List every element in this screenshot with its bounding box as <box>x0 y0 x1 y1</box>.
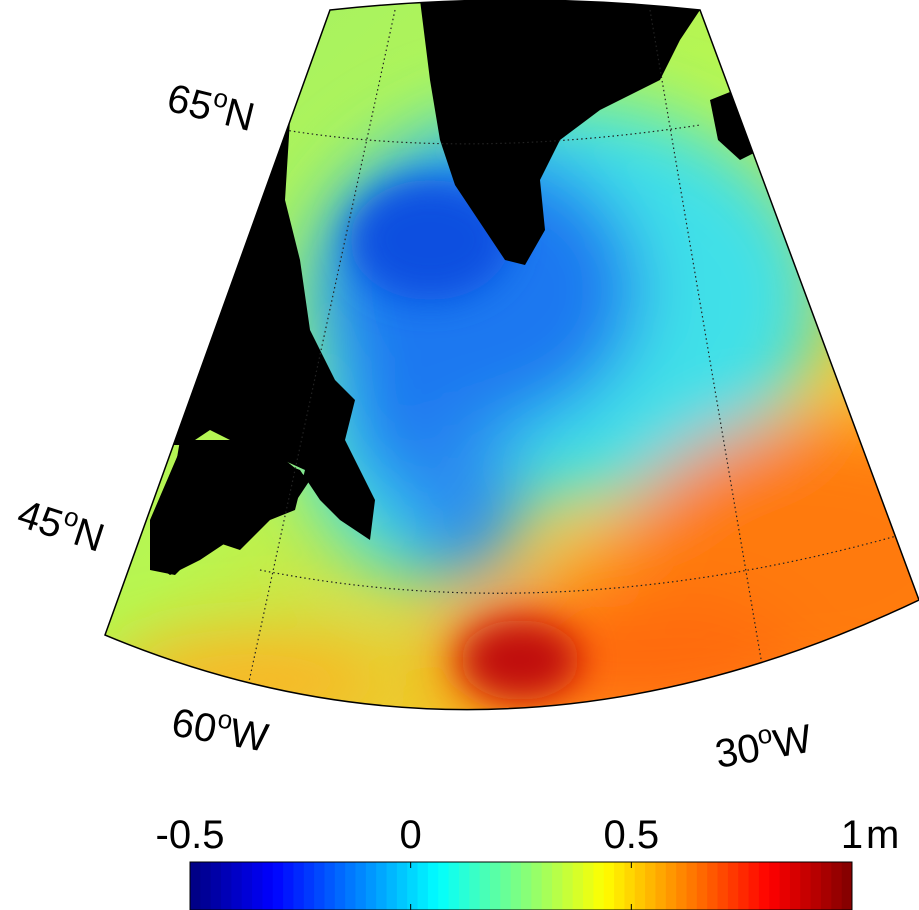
grid-label-number: 45 <box>12 492 68 548</box>
colorbar-unit: m <box>866 813 899 857</box>
colorbar-step <box>655 862 667 910</box>
colorbar-frame <box>189 861 853 910</box>
colorbar-step <box>210 862 222 910</box>
colorbar-step <box>448 862 460 910</box>
colorbar-step <box>376 862 388 910</box>
colorbar-step <box>665 862 677 910</box>
map-frame <box>104 0 919 711</box>
colorbar-step <box>386 862 398 910</box>
colorbar-step <box>438 862 450 910</box>
colorbar-tick-label: 1 <box>841 813 863 857</box>
colorbar-step <box>831 862 843 910</box>
colorbar-step <box>552 862 563 910</box>
colorbar-step <box>283 862 294 910</box>
colorbar-step <box>252 862 263 910</box>
colorbar-step <box>355 862 367 910</box>
colorbar-step <box>676 862 687 910</box>
colorbar-step <box>769 862 781 910</box>
grid-label: 65oN <box>163 71 260 140</box>
colorbar-step <box>521 862 532 910</box>
colorbar-step <box>314 862 325 910</box>
colorbar-step <box>572 862 584 910</box>
colorbar-step <box>200 862 212 910</box>
colorbar-step <box>489 862 501 910</box>
colorbar-step <box>789 862 801 910</box>
colorbar-step <box>500 862 512 910</box>
colorbar-step <box>614 862 625 910</box>
colorbar-step <box>583 862 594 910</box>
colorbar-step <box>272 862 284 910</box>
colorbar-step <box>407 862 419 910</box>
colorbar-step <box>748 862 760 910</box>
colorbar-step <box>334 862 346 910</box>
colorbar-step <box>624 862 636 910</box>
colorbar-step <box>396 862 408 910</box>
colorbar-step <box>221 862 232 910</box>
colorbar-step <box>645 862 656 910</box>
grid-label-direction: W <box>227 711 272 761</box>
colorbar-step <box>303 862 315 910</box>
colorbar-step <box>727 862 739 910</box>
colorbar-step <box>738 862 750 910</box>
grid-label-direction: W <box>770 717 815 767</box>
colorbar-step <box>510 862 522 910</box>
sea-level-field <box>105 0 919 710</box>
colorbar-step <box>324 862 336 910</box>
colorbar-step <box>562 862 574 910</box>
colorbar-step <box>696 862 708 910</box>
colorbar-tick-label: 0.5 <box>604 813 660 857</box>
colorbar-step <box>469 862 481 910</box>
colorbar-step <box>603 862 615 910</box>
colorbar-step <box>820 862 832 910</box>
colorbar-step <box>262 862 274 910</box>
colorbar: -0.5 0 0.5 1 m <box>156 813 899 910</box>
colorbar-step <box>634 862 646 910</box>
colorbar-step <box>758 862 770 910</box>
colorbar-step <box>531 862 543 910</box>
grid-label: 45oN <box>12 487 111 561</box>
colorbar-tick-label: -0.5 <box>156 813 225 857</box>
colorbar-step <box>241 862 253 910</box>
grid-label: 30oW <box>711 712 815 777</box>
grid-label: 60oW <box>168 696 272 761</box>
colorbar-step <box>707 862 719 910</box>
grid-label-degree: o <box>216 703 235 735</box>
colorbar-step <box>541 862 553 910</box>
colorbar-step <box>593 862 605 910</box>
grid-label-degree: o <box>755 718 774 750</box>
colorbar-step <box>190 862 201 910</box>
colorbar-step <box>458 862 470 910</box>
colorbar-step <box>293 862 305 910</box>
colorbar-step <box>231 862 243 910</box>
colorbar-step <box>686 862 698 910</box>
colorbar-step <box>717 862 729 910</box>
colorbar-step <box>810 862 822 910</box>
grid-label-number: 30 <box>712 726 763 777</box>
colorbar-step <box>345 862 356 910</box>
colorbar-step <box>800 862 812 910</box>
colorbar-step <box>479 862 491 910</box>
colorbar-step <box>365 862 377 910</box>
colorbar-step <box>779 862 791 910</box>
grid-label-number: 65 <box>163 76 217 129</box>
colorbar-step <box>417 862 429 910</box>
colorbar-step <box>841 862 853 910</box>
colorbar-tick-label: 0 <box>400 813 422 857</box>
colorbar-step <box>427 862 439 910</box>
grid-label-number: 60 <box>168 701 219 752</box>
grid-label-degree: o <box>211 82 232 115</box>
